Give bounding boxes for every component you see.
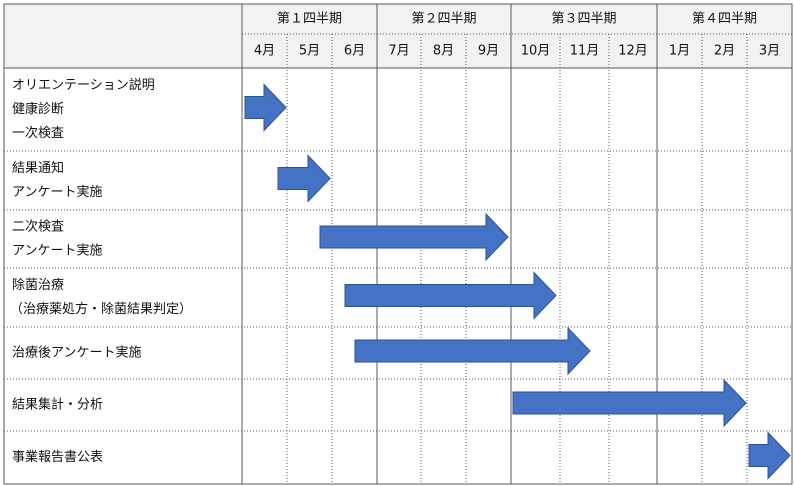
month-header: 3月: [759, 44, 780, 59]
month-header: 11月: [570, 44, 600, 59]
task-label: 治療後アンケート実施: [12, 345, 141, 361]
task-label: 結果通知: [12, 160, 64, 176]
month-header: 12月: [618, 44, 648, 59]
quarter-header: 第３四半期: [551, 12, 616, 27]
schedule-arrow: [512, 378, 747, 428]
schedule-arrow: [244, 83, 287, 132]
quarter-header: 第１四半期: [277, 12, 342, 27]
task-label: 一次検査: [12, 125, 64, 141]
month-header: 10月: [521, 44, 551, 59]
month-header: 5月: [299, 44, 320, 59]
schedule-arrow: [354, 326, 591, 376]
quarter-header: 第４四半期: [692, 12, 757, 27]
task-label: 健康診断: [12, 101, 64, 117]
month-header: 2月: [714, 44, 735, 59]
month-header: 9月: [478, 44, 499, 59]
task-label: 事業報告書公表: [12, 449, 103, 465]
table-border: [3, 3, 793, 485]
schedule-arrow: [319, 212, 509, 262]
quarter-header: 第２四半期: [411, 12, 476, 27]
month-header: 7月: [388, 44, 409, 59]
month-header: 4月: [254, 44, 275, 59]
task-label: 除菌治療: [12, 278, 64, 293]
schedule-arrow: [344, 271, 557, 320]
header-background: [4, 4, 792, 68]
month-header: 6月: [344, 44, 365, 59]
task-label: 二次検査: [12, 219, 64, 235]
schedule-arrow: [277, 154, 331, 203]
task-label: アンケート実施: [12, 184, 102, 200]
task-label: （治療薬処方・除菌結果判定）: [10, 301, 192, 317]
task-label: アンケート実施: [12, 243, 102, 259]
month-header: 1月: [669, 44, 690, 59]
task-label: オリエンテーション説明: [12, 77, 155, 93]
month-header: 8月: [433, 44, 454, 59]
task-label: 結果集計・分析: [12, 397, 103, 413]
schedule-arrow: [748, 431, 791, 480]
